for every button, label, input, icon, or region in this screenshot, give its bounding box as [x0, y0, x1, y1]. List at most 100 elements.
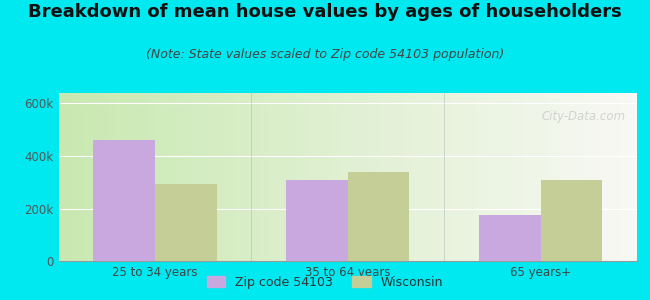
Bar [391, 93, 394, 261]
Bar [302, 93, 304, 261]
Text: City-Data.com: City-Data.com [541, 110, 625, 123]
Bar [619, 93, 623, 261]
Bar [475, 93, 478, 261]
Bar [186, 93, 188, 261]
Legend: Zip code 54103, Wisconsin: Zip code 54103, Wisconsin [202, 271, 448, 294]
Bar [562, 93, 565, 261]
Bar [339, 93, 342, 261]
Bar [140, 93, 142, 261]
Text: Breakdown of mean house values by ages of householders: Breakdown of mean house values by ages o… [28, 3, 622, 21]
Bar [188, 93, 192, 261]
Bar [547, 93, 550, 261]
Bar [426, 93, 429, 261]
Bar [571, 93, 573, 261]
Bar [599, 93, 603, 261]
Bar [348, 172, 410, 261]
Bar [108, 93, 111, 261]
Bar [446, 93, 449, 261]
Bar [374, 93, 377, 261]
Bar [160, 93, 162, 261]
Bar [73, 93, 76, 261]
Bar [417, 93, 420, 261]
Bar [371, 93, 374, 261]
Bar [333, 93, 336, 261]
Bar [573, 93, 577, 261]
Bar [411, 93, 414, 261]
Bar [224, 93, 226, 261]
Bar [122, 93, 125, 261]
Bar [310, 93, 313, 261]
Bar [376, 93, 380, 261]
Bar [235, 93, 238, 261]
Bar [394, 93, 397, 261]
Bar [284, 93, 287, 261]
Bar [368, 93, 371, 261]
Bar [342, 93, 345, 261]
Bar [250, 93, 252, 261]
Bar [198, 93, 200, 261]
Bar [406, 93, 408, 261]
Bar [155, 184, 216, 261]
Bar [240, 93, 244, 261]
Bar [172, 93, 174, 261]
Bar [212, 93, 214, 261]
Bar [328, 93, 330, 261]
Bar [252, 93, 255, 261]
Bar [611, 93, 614, 261]
Bar [365, 93, 368, 261]
Bar [151, 93, 154, 261]
Bar [588, 93, 591, 261]
Bar [350, 93, 354, 261]
Bar [559, 93, 562, 261]
Bar [437, 93, 440, 261]
Bar [313, 93, 316, 261]
Bar [102, 93, 105, 261]
Bar [565, 93, 567, 261]
Bar [96, 93, 99, 261]
Bar [218, 93, 220, 261]
Bar [246, 93, 250, 261]
Bar [200, 93, 203, 261]
Bar [380, 93, 382, 261]
Bar [90, 93, 93, 261]
Bar [521, 93, 524, 261]
Bar [432, 93, 434, 261]
Bar [527, 93, 530, 261]
Bar [359, 93, 362, 261]
Bar [322, 93, 324, 261]
Bar [495, 93, 498, 261]
Bar [429, 93, 432, 261]
Bar [481, 93, 484, 261]
Bar [434, 93, 437, 261]
Bar [478, 93, 481, 261]
Bar [76, 93, 79, 261]
Bar [617, 93, 619, 261]
Bar [145, 93, 148, 261]
Bar [93, 93, 96, 261]
Bar [625, 93, 629, 261]
Bar [82, 93, 85, 261]
Bar [501, 93, 504, 261]
Bar [180, 93, 183, 261]
Bar [318, 93, 322, 261]
Bar [324, 93, 328, 261]
Bar [593, 93, 597, 261]
Bar [87, 93, 90, 261]
Bar [515, 93, 519, 261]
Bar [93, 140, 155, 261]
Bar [631, 93, 634, 261]
Bar [61, 93, 64, 261]
Bar [487, 93, 489, 261]
Bar [504, 93, 507, 261]
Bar [354, 93, 356, 261]
Bar [203, 93, 206, 261]
Bar [79, 93, 82, 261]
Bar [307, 93, 310, 261]
Bar [388, 93, 391, 261]
Bar [530, 93, 533, 261]
Bar [192, 93, 194, 261]
Bar [287, 93, 290, 261]
Bar [403, 93, 406, 261]
Bar [142, 93, 146, 261]
Bar [519, 93, 521, 261]
